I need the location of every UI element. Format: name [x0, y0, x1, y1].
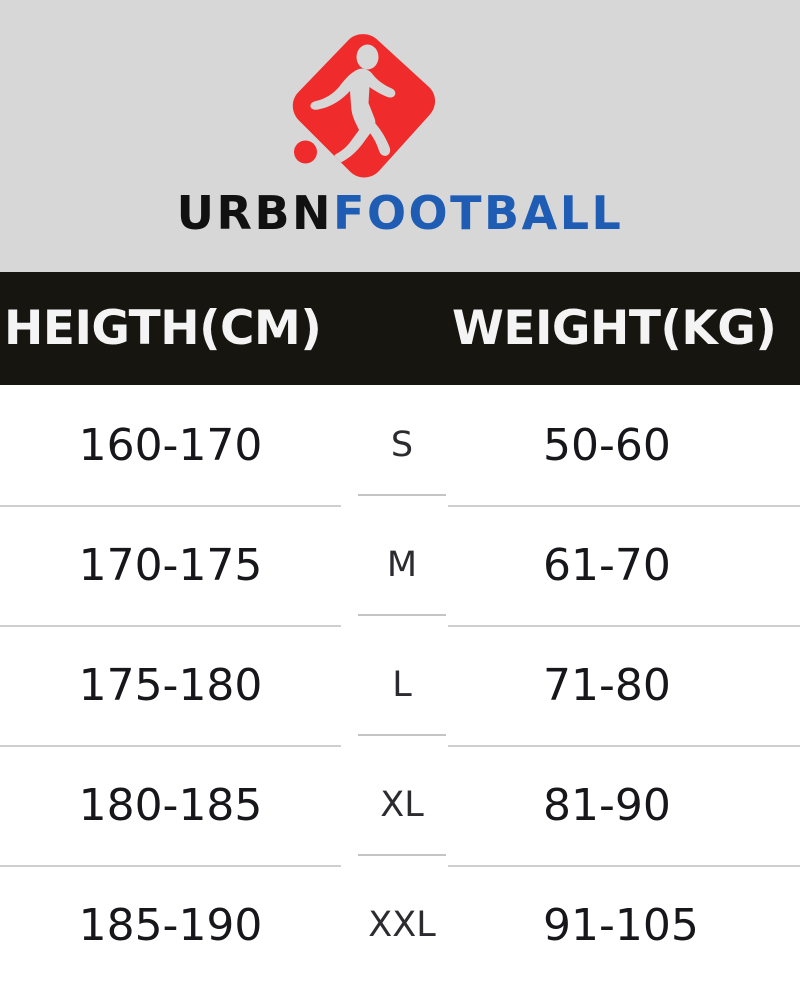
brand-banner: URBNFOOTBALL: [0, 0, 800, 272]
row-divider-left: [0, 865, 341, 867]
row-divider-left: [0, 505, 341, 507]
brand-wordmark-secondary: FOOTBALL: [333, 186, 624, 240]
cell-weight: 50-60: [543, 419, 671, 471]
table-row: 185-190 XXL 91-105: [0, 854, 800, 985]
brand-wordmark-primary: URBN: [176, 186, 334, 240]
cell-size: L: [392, 665, 412, 705]
football-player-diamond-logo-icon: [289, 31, 439, 183]
cell-height: 160-170: [78, 419, 263, 471]
cell-size: M: [386, 545, 418, 585]
row-divider-right: [448, 505, 800, 507]
row-divider-left: [0, 745, 341, 747]
column-header-height: HEIGTH(CM): [4, 301, 322, 356]
cell-height: 175-180: [78, 659, 263, 711]
row-divider-middle: [358, 854, 446, 856]
cell-size: S: [390, 425, 414, 465]
table-row: 170-175 M 61-70: [0, 494, 800, 625]
table-row: 175-180 L 71-80: [0, 614, 800, 745]
table-row: 160-170 S 50-60: [0, 385, 800, 505]
row-divider-middle: [358, 734, 446, 736]
size-chart-body: 160-170 S 50-60 170-175 M 61-70 175-180 …: [0, 385, 800, 1000]
brand-wordmark: URBNFOOTBALL: [0, 185, 800, 241]
column-header-weight: WEIGHT(KG): [452, 301, 777, 356]
cell-weight: 71-80: [543, 659, 671, 711]
table-row: 180-185 XL 81-90: [0, 734, 800, 865]
cell-height: 170-175: [78, 539, 263, 591]
row-divider-right: [448, 625, 800, 627]
row-divider-right: [448, 865, 800, 867]
cell-size: XXL: [368, 905, 436, 945]
row-divider-middle: [358, 614, 446, 616]
row-divider-middle: [358, 494, 446, 496]
cell-size: XL: [380, 785, 424, 825]
row-divider-right: [448, 745, 800, 747]
cell-weight: 91-105: [543, 899, 699, 951]
row-divider-left: [0, 625, 341, 627]
cell-weight: 81-90: [543, 779, 671, 831]
cell-weight: 61-70: [543, 539, 671, 591]
size-chart-header-row: HEIGTH(CM) WEIGHT(KG): [0, 272, 800, 385]
cell-height: 180-185: [78, 779, 263, 831]
cell-height: 185-190: [78, 899, 263, 951]
